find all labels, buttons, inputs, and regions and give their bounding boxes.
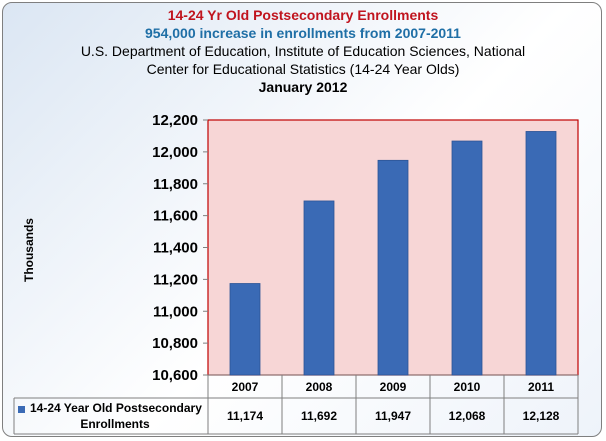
legend-label-line-2: Enrollments (80, 417, 150, 431)
bar (451, 140, 483, 376)
y-tick-label: 12,000 (152, 144, 198, 161)
category-label: 2009 (380, 380, 407, 394)
y-tick-label: 11,800 (153, 176, 198, 193)
source-line-1: U.S. Department of Education, Institute … (80, 43, 526, 59)
bar (303, 200, 335, 376)
data-table-value: 12,068 (449, 409, 486, 423)
y-tick-label: 11,400 (153, 240, 198, 257)
y-tick-label: 11,600 (153, 208, 198, 225)
y-tick-label: 11,200 (153, 271, 198, 288)
y-tick-label: 10,800 (152, 335, 198, 352)
data-table-value: 12,128 (523, 409, 560, 423)
chart-date: January 2012 (258, 79, 348, 95)
data-table-value: 11,692 (301, 409, 337, 423)
data-table-value: 11,947 (375, 409, 411, 423)
category-label: 2007 (232, 380, 259, 394)
bar (229, 283, 261, 376)
category-label: 2008 (306, 380, 333, 394)
legend-label-line-1: 14-24 Year Old Postsecondary (30, 401, 202, 415)
legend-swatch (18, 406, 25, 413)
y-tick-label: 12,200 (152, 112, 198, 129)
y-tick-label: 11,000 (153, 303, 198, 320)
category-label: 2011 (528, 380, 554, 394)
chart-title: 14-24 Yr Old Postsecondary Enrollments (167, 7, 439, 23)
chart-titles: 14-24 Yr Old Postsecondary Enrollments 9… (0, 6, 606, 96)
category-label: 2010 (454, 380, 481, 394)
data-table-value: 11,174 (227, 409, 263, 423)
chart-subtitle: 954,000 increase in enrollments from 200… (145, 25, 461, 41)
bar (525, 131, 557, 376)
bar (377, 159, 409, 376)
source-line-2: Center for Educational Statistics (14-24… (146, 61, 460, 77)
y-tick-label: 10,600 (152, 367, 198, 384)
